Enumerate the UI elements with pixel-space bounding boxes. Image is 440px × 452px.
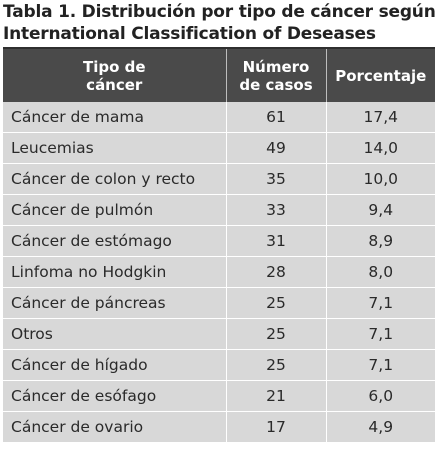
header-numero-casos-line2: de casos <box>239 75 313 94</box>
cell-casos: 35 <box>225 163 326 195</box>
table-row: Linfoma no Hodgkin 28 8,0 <box>3 256 435 288</box>
cell-casos: 25 <box>225 349 326 381</box>
table-row: Cáncer de ovario 17 4,9 <box>3 411 435 442</box>
cell-porcentaje: 10,0 <box>325 163 435 195</box>
table-row: Cáncer de estómago 31 8,9 <box>3 225 435 257</box>
cell-porcentaje: 7,1 <box>325 349 435 381</box>
cell-porcentaje: 17,4 <box>325 102 435 133</box>
header-row: Tipo de cáncer Número de casos Porcentaj… <box>3 49 435 102</box>
table-container: Tipo de cáncer Número de casos Porcentaj… <box>3 47 435 442</box>
table-row: Cáncer de colon y recto 35 10,0 <box>3 163 435 195</box>
table-row: Cáncer de esófago 21 6,0 <box>3 380 435 412</box>
header-tipo-cancer-line1: Tipo de <box>82 57 146 76</box>
cell-porcentaje: 6,0 <box>325 380 435 412</box>
cell-porcentaje: 4,9 <box>325 411 435 442</box>
cell-tipo: Cáncer de pulmón <box>3 194 226 226</box>
cell-casos: 49 <box>225 132 326 164</box>
cell-casos: 61 <box>225 102 326 133</box>
cell-casos: 33 <box>225 194 326 226</box>
cell-casos: 28 <box>225 256 326 288</box>
table-row: Leucemias 49 14,0 <box>3 132 435 164</box>
table-row: Cáncer de mama 61 17,4 <box>3 102 435 133</box>
cell-tipo: Otros <box>3 318 226 350</box>
cell-porcentaje: 8,9 <box>325 225 435 257</box>
table-row: Cáncer de hígado 25 7,1 <box>3 349 435 381</box>
header-tipo-cancer-line2: cáncer <box>86 75 143 94</box>
table-row: Cáncer de pulmón 33 9,4 <box>3 194 435 226</box>
header-porcentaje: Porcentaje <box>325 49 435 102</box>
table-body: Cáncer de mama 61 17,4 Leucemias 49 14,0… <box>3 102 435 442</box>
cell-tipo: Cáncer de mama <box>3 102 226 133</box>
cell-porcentaje: 14,0 <box>325 132 435 164</box>
cell-tipo: Cáncer de estómago <box>3 225 226 257</box>
cell-tipo: Cáncer de esófago <box>3 380 226 412</box>
cell-porcentaje: 7,1 <box>325 318 435 350</box>
header-tipo-cancer: Tipo de cáncer <box>3 49 226 102</box>
cell-casos: 17 <box>225 411 326 442</box>
cell-casos: 21 <box>225 380 326 412</box>
cell-tipo: Leucemias <box>3 132 226 164</box>
cell-tipo: Linfoma no Hodgkin <box>3 256 226 288</box>
header-numero-casos-line1: Número <box>242 57 310 76</box>
cell-casos: 31 <box>225 225 326 257</box>
cell-casos: 25 <box>225 287 326 319</box>
table-row: Cáncer de páncreas 25 7,1 <box>3 287 435 319</box>
cell-tipo: Cáncer de ovario <box>3 411 226 442</box>
table-title-line1: Tabla 1. Distribución por tipo de cáncer… <box>3 2 436 22</box>
cancer-distribution-table: Tipo de cáncer Número de casos Porcentaj… <box>3 49 435 442</box>
header-numero-casos: Número de casos <box>225 49 326 102</box>
table-header: Tipo de cáncer Número de casos Porcentaj… <box>3 49 435 102</box>
cell-tipo: Cáncer de colon y recto <box>3 163 226 195</box>
table-row: Otros 25 7,1 <box>3 318 435 350</box>
cell-porcentaje: 8,0 <box>325 256 435 288</box>
cell-porcentaje: 9,4 <box>325 194 435 226</box>
cell-tipo: Cáncer de páncreas <box>3 287 226 319</box>
cell-casos: 25 <box>225 318 326 350</box>
cell-tipo: Cáncer de hígado <box>3 349 226 381</box>
cell-porcentaje: 7,1 <box>325 287 435 319</box>
